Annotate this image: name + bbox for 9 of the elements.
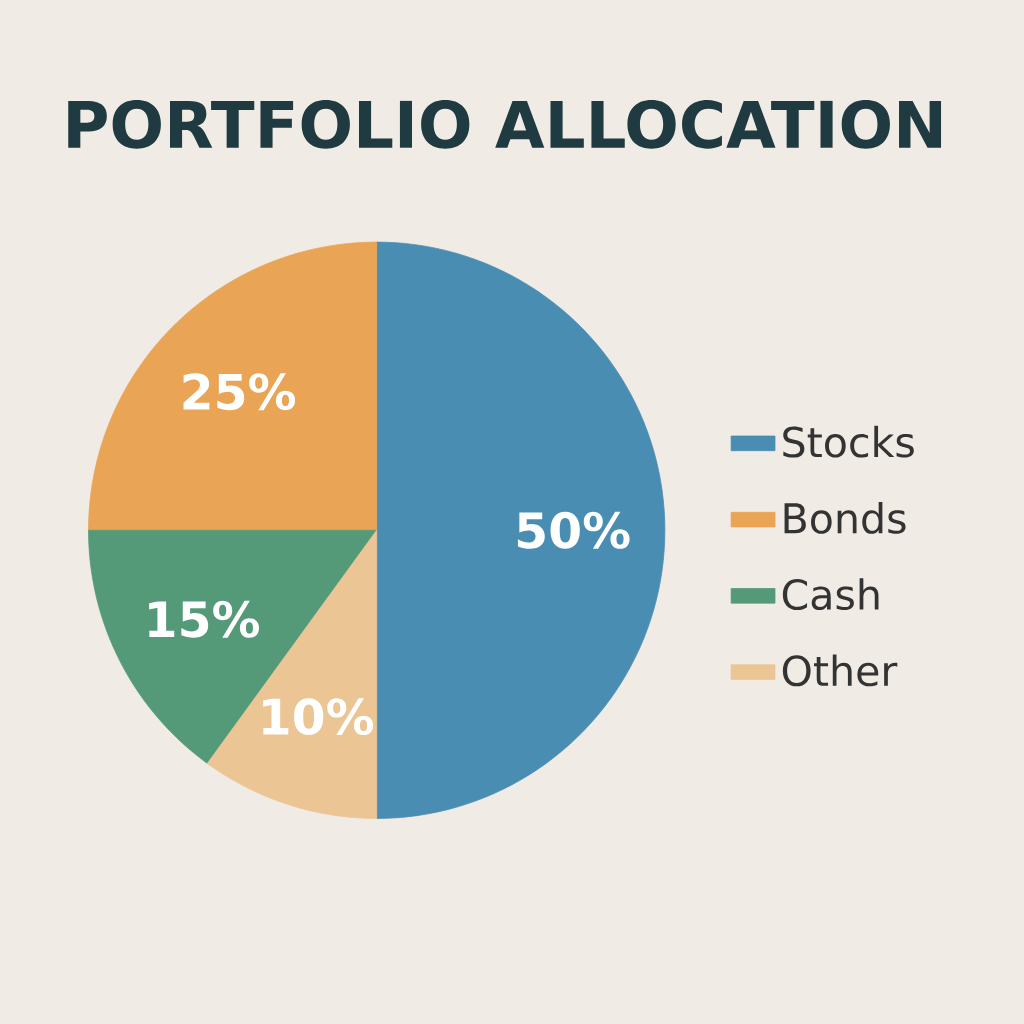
data-label: 50% (517, 511, 630, 549)
legend-label: Bonds (784, 502, 906, 534)
chart-title: PORTFOLIO ALLOCATION (68, 100, 942, 149)
legend-label: Other (782, 654, 898, 687)
legend-label: Cash (782, 578, 879, 611)
data-label: 10% (263, 698, 374, 736)
legend-label: Stocks (783, 425, 914, 458)
data-label: 15% (149, 600, 259, 638)
data-label: 25% (183, 373, 296, 411)
